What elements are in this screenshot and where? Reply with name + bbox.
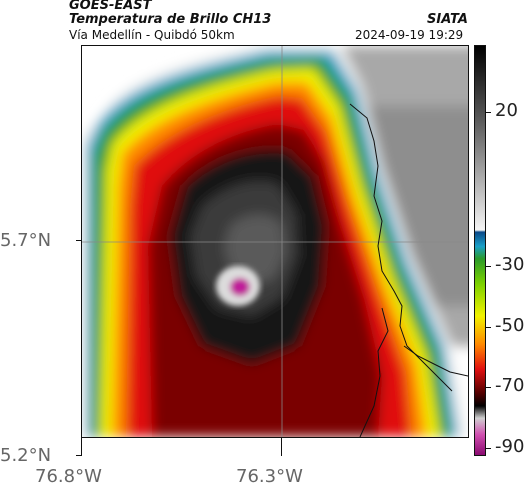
- colorbar-gradient: [475, 46, 485, 455]
- product-title: Temperatura de Brillo CH13: [69, 12, 272, 27]
- colorbar-tick: [486, 448, 491, 449]
- colorbar-label: -50: [495, 315, 525, 336]
- lat-label-bottom: 5.2°N: [0, 445, 52, 466]
- lat-label-top: 5.7°N: [0, 230, 52, 251]
- lon-tick: [81, 438, 82, 456]
- boundary-line: [403, 345, 468, 377]
- satellite-map: [81, 45, 469, 438]
- agency-label: SIATA: [427, 12, 468, 27]
- boundary-line: [359, 307, 389, 437]
- brightness-temperature-image: [82, 46, 468, 437]
- lat-tick: [76, 455, 81, 456]
- colorbar-label: -90: [495, 436, 525, 457]
- satellite-title: GOES-EAST: [69, 0, 152, 13]
- colorbar-tick: [486, 112, 491, 113]
- colorbar-tick: [486, 327, 491, 328]
- colorbar: [474, 45, 486, 456]
- colorbar-label: 20: [495, 100, 518, 121]
- boundary-line: [349, 103, 453, 392]
- timestamp-label: 2024-09-19 19:29: [355, 28, 464, 42]
- colorbar-label: -30: [495, 254, 525, 275]
- lon-label-right: 76.3°W: [236, 466, 303, 487]
- lon-tick: [281, 438, 282, 456]
- region-subtitle: Vía Medellín - Quibdó 50km: [69, 28, 235, 42]
- lon-label-left: 76.8°W: [35, 466, 102, 487]
- colorbar-tick: [486, 387, 491, 388]
- lat-tick: [76, 240, 81, 241]
- colorbar-label: -70: [495, 375, 525, 396]
- colorbar-tick: [486, 266, 491, 267]
